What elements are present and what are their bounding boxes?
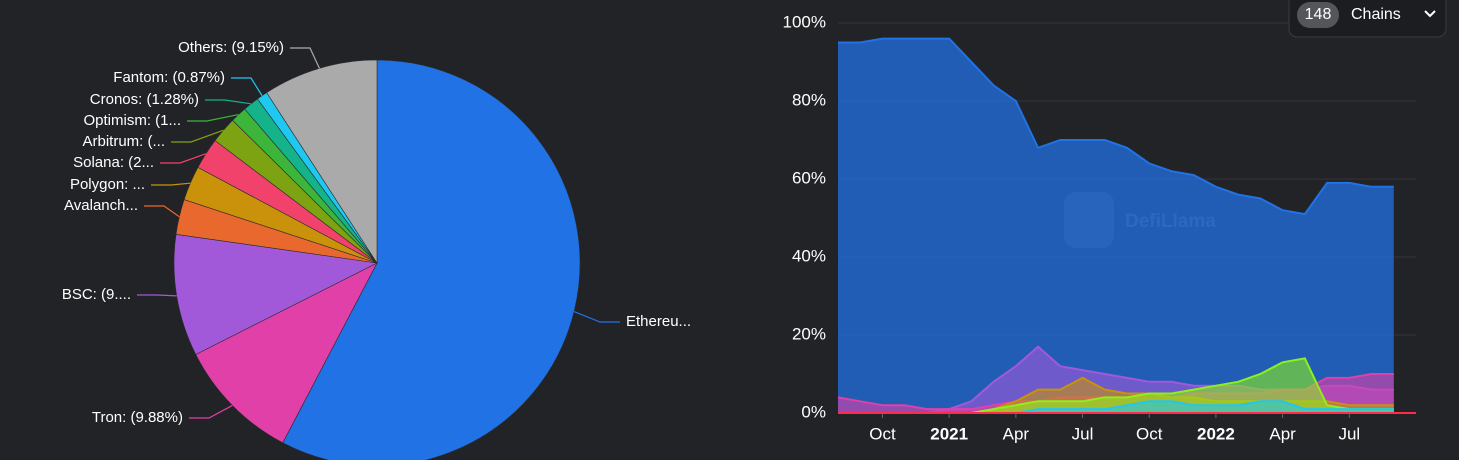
y-tick-label: 60% xyxy=(792,168,826,187)
x-tick-label: 2022 xyxy=(1197,424,1235,443)
chevron xyxy=(1424,10,1436,18)
slice-label: Avalanch... xyxy=(64,197,138,214)
chain-count: 148 xyxy=(1305,6,1332,23)
slice-label: Ethereu... xyxy=(626,313,691,330)
leader-line xyxy=(290,47,321,69)
slice-label: Optimism: (1... xyxy=(83,112,181,129)
leader-line xyxy=(151,182,191,186)
area-line xyxy=(838,37,1394,216)
leader-line xyxy=(189,404,233,419)
button-label: Chains xyxy=(1351,6,1401,23)
slice-label: Tron: (9.88%) xyxy=(92,409,183,426)
slice-label: Cronos: (1.28%) xyxy=(90,91,199,108)
leader-line xyxy=(573,310,620,323)
x-tick-label: Apr xyxy=(1269,424,1296,443)
x-tick-label: Oct xyxy=(1136,424,1163,443)
y-tick-label: 0% xyxy=(801,402,826,421)
pie-slice xyxy=(195,262,378,444)
y-tick-label: 80% xyxy=(792,90,826,109)
area-fill xyxy=(838,401,1394,413)
leader-line xyxy=(144,205,180,218)
slice-label: Arbitrum: (... xyxy=(82,133,165,150)
pie-slice xyxy=(282,59,581,460)
leader-line xyxy=(205,99,252,105)
slice-label: Solana: (2... xyxy=(73,154,154,171)
x-tick-label: 2021 xyxy=(930,424,968,443)
y-tick-label: 40% xyxy=(792,246,826,265)
x-tick-label: Apr xyxy=(1003,424,1030,443)
leader-line xyxy=(231,77,263,97)
leader-line xyxy=(187,113,239,122)
area-fill xyxy=(838,358,1394,413)
slice-label: Fantom: (0.87%) xyxy=(113,69,225,86)
leader-line xyxy=(160,153,207,164)
leader-line xyxy=(171,129,224,143)
pie-slice xyxy=(173,233,378,355)
count-badge xyxy=(1297,2,1339,28)
slice-label: Polygon: ... xyxy=(70,176,145,193)
y-tick-label: 100% xyxy=(783,12,826,31)
slice-label: BSC: (9.... xyxy=(62,286,131,303)
x-tick-label: Oct xyxy=(869,424,896,443)
y-tick-label: 20% xyxy=(792,324,826,343)
area-fill xyxy=(838,38,1394,413)
chains-button[interactable]: 148 Chains xyxy=(1288,0,1447,38)
pie-slice xyxy=(266,59,378,265)
leader-line xyxy=(137,294,177,297)
x-tick-label: Jul xyxy=(1338,424,1360,443)
slice-label: Others: (9.15%) xyxy=(178,39,284,56)
x-tick-label: Jul xyxy=(1072,424,1094,443)
